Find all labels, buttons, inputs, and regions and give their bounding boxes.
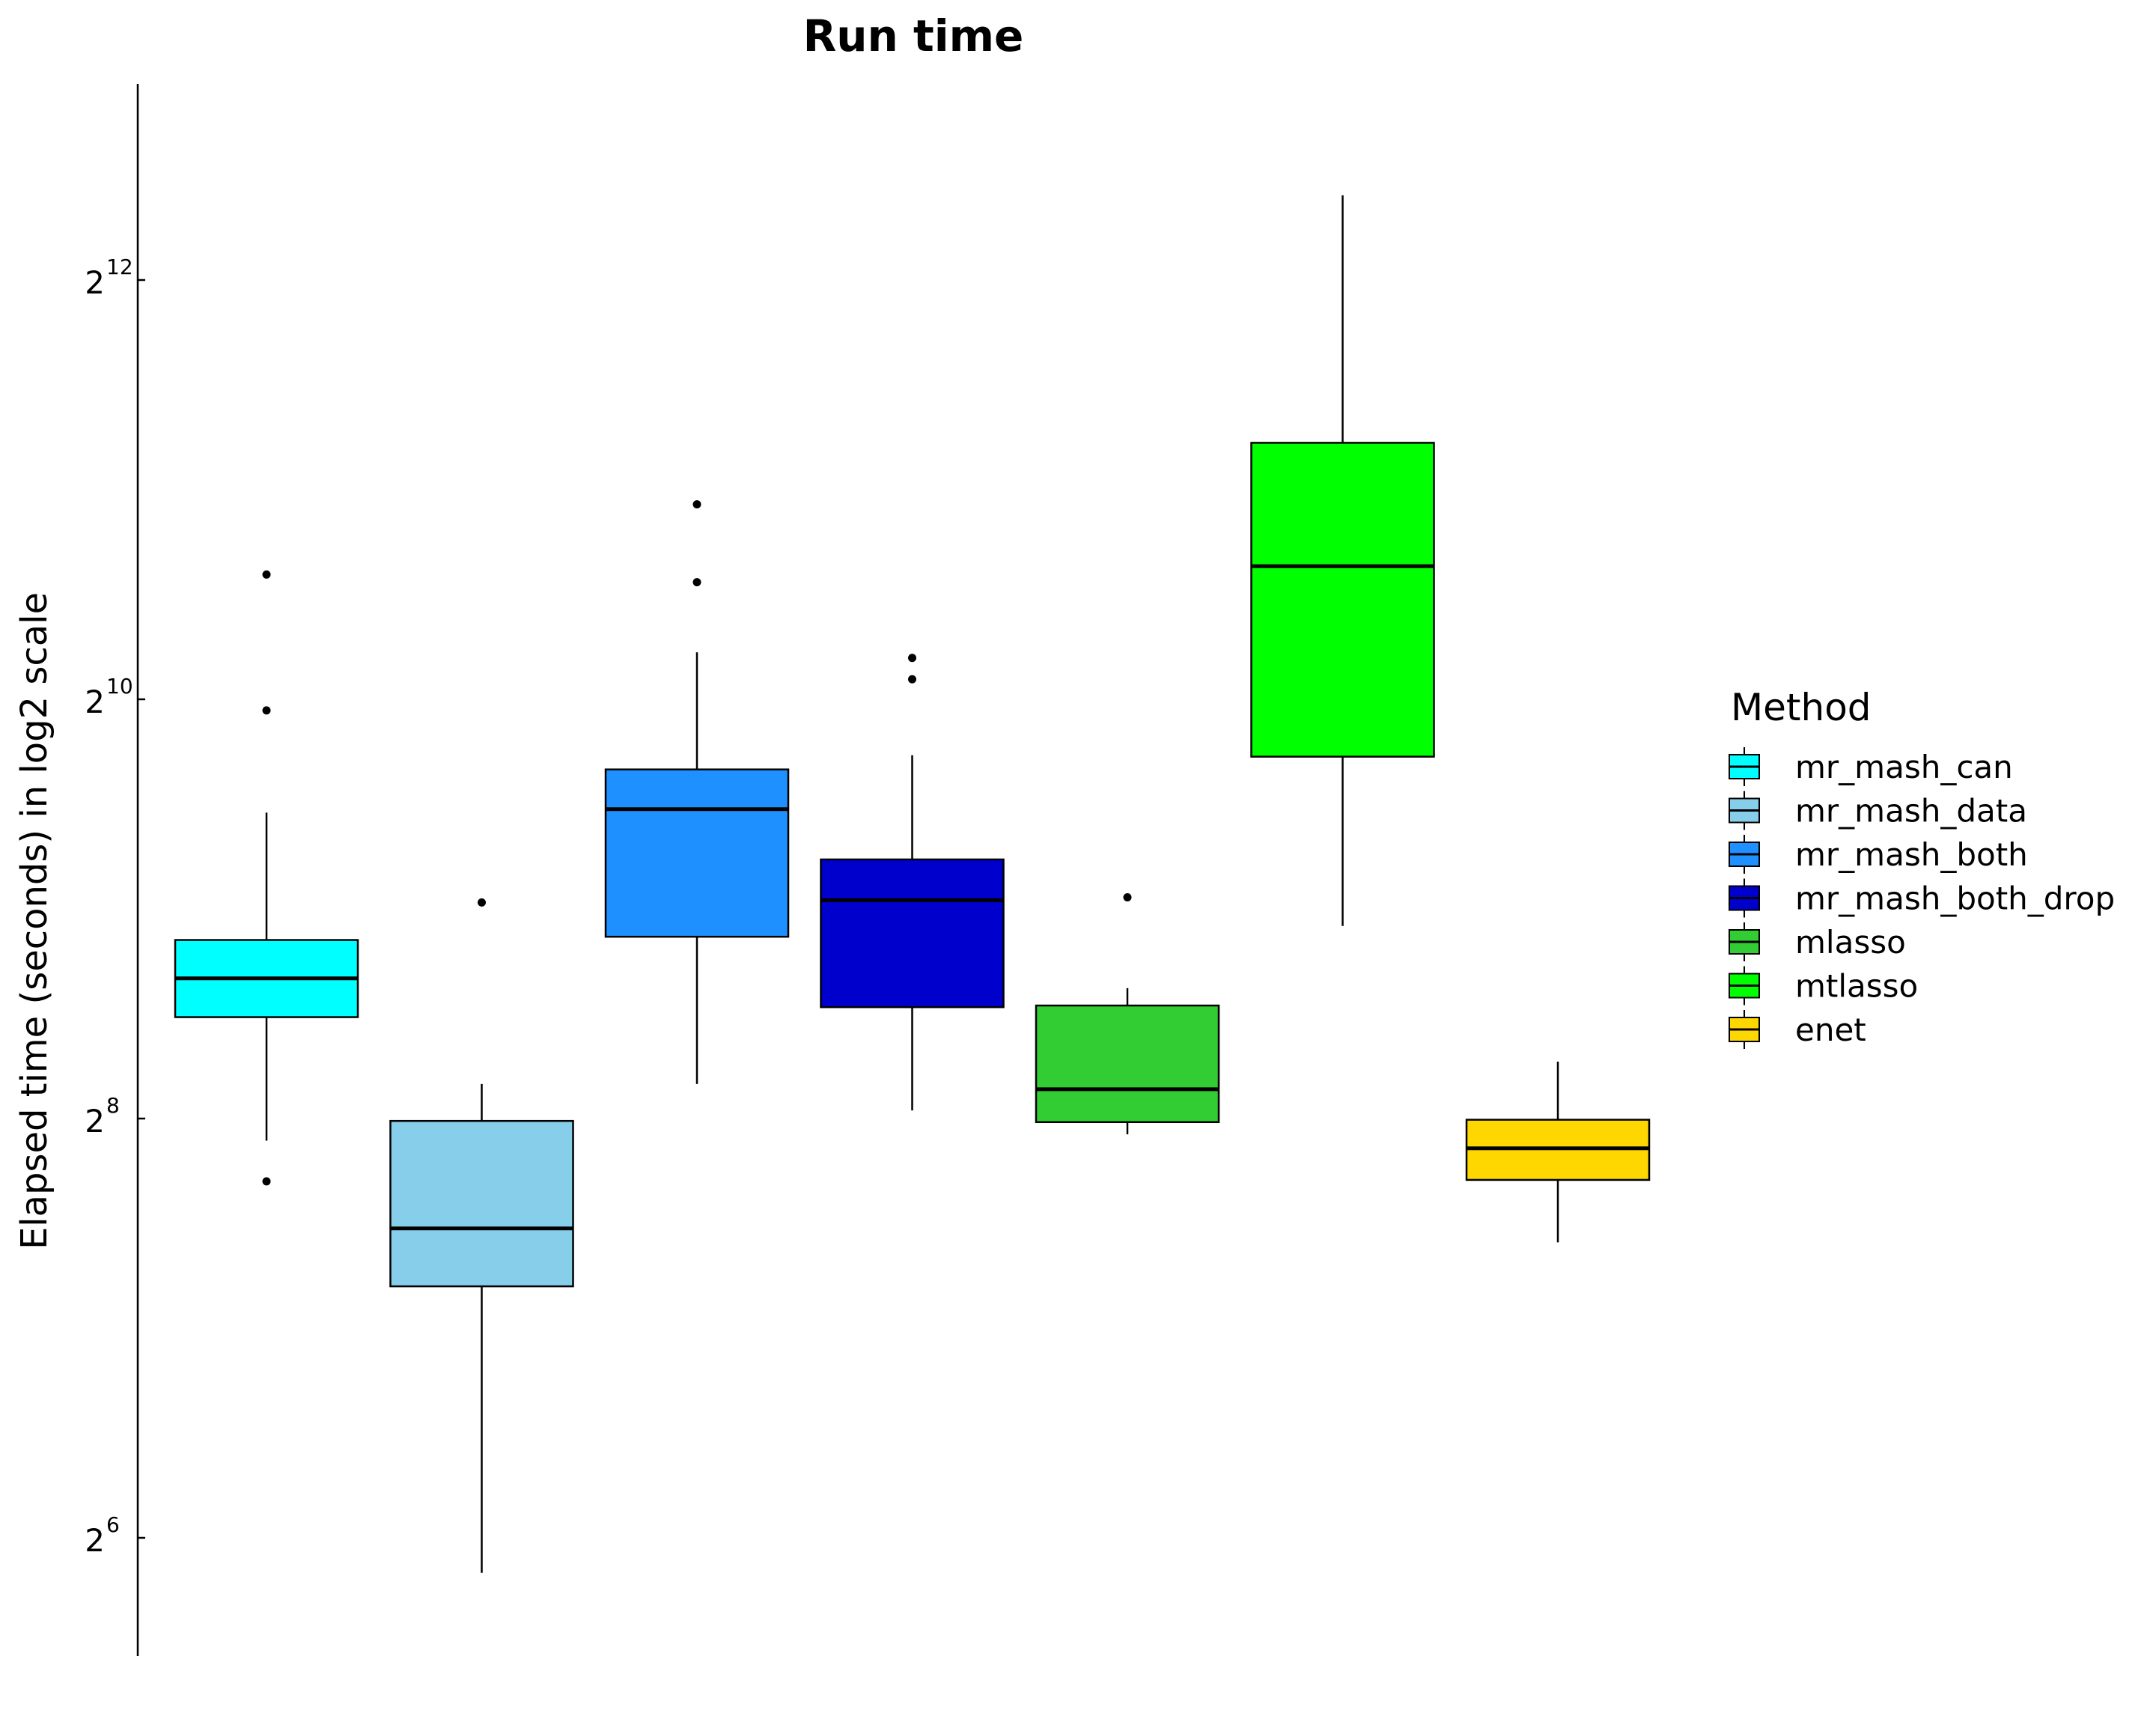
- box-mr-mash-both: [604, 500, 790, 1084]
- legend-label: mr_mash_can: [1795, 749, 2013, 785]
- y-tick-exponent: 6: [106, 1512, 120, 1537]
- legend-label: mlasso: [1795, 924, 1906, 961]
- chart-title: Run time: [803, 10, 1024, 61]
- outlier-point: [262, 706, 271, 715]
- box-mtlasso: [1250, 195, 1435, 926]
- y-tick-exponent: 8: [106, 1093, 120, 1118]
- outlier-point: [692, 500, 701, 509]
- outlier-point: [1123, 893, 1132, 902]
- box-enet: [1465, 1061, 1651, 1243]
- outlier-point: [908, 675, 916, 684]
- outlier-point: [262, 570, 271, 579]
- box-mr-mash-can: [174, 570, 359, 1186]
- outlier-point: [478, 898, 486, 907]
- y-tick-exponent: 10: [106, 674, 133, 699]
- legend-label: enet: [1795, 1011, 1866, 1048]
- outlier-point: [262, 1177, 271, 1186]
- legend-label: mtlasso: [1795, 968, 1918, 1005]
- y-tick-label: 2: [85, 1103, 105, 1140]
- legend: Method mr_mash_can mr_mash_data mr_mash_bo…: [1729, 686, 2115, 1049]
- legend-item-mlasso: mlasso: [1729, 922, 1906, 961]
- box-iqr: [1035, 1004, 1220, 1124]
- box-series-group: [174, 195, 1651, 1573]
- y-axis-label: Elapsed time (seconds) in log2 scale: [13, 592, 55, 1250]
- legend-item-mr-mash-can: mr_mash_can: [1729, 747, 2013, 786]
- legend-label: mr_mash_data: [1795, 793, 2027, 830]
- y-tick-label: 2: [85, 1522, 105, 1559]
- legend-label: mr_mash_both: [1795, 836, 2028, 873]
- y-tick-exponent: 12: [106, 255, 133, 279]
- box-mr-mash-data: [389, 898, 574, 1573]
- outlier-point: [692, 578, 701, 587]
- y-tick-label: 2: [85, 684, 105, 720]
- box-mlasso: [1035, 893, 1220, 1135]
- legend-item-enet: enet: [1729, 1010, 1866, 1049]
- box-iqr: [820, 858, 1005, 1008]
- y-tick-label: 2: [85, 264, 105, 301]
- box-iqr: [1250, 442, 1435, 758]
- box-iqr: [604, 768, 790, 938]
- outlier-point: [908, 654, 916, 663]
- box-iqr: [389, 1119, 574, 1288]
- legend-label: mr_mash_both_drop: [1795, 880, 2115, 917]
- y-axis-ticks: 2 62 82 102 12: [85, 255, 145, 1559]
- legend-title: Method: [1731, 686, 1872, 729]
- legend-item-mtlasso: mtlasso: [1729, 966, 1918, 1006]
- legend-item-mr-mash-both: mr_mash_both: [1729, 835, 2028, 874]
- box-mr-mash-both-drop: [820, 654, 1005, 1111]
- legend-item-mr-mash-both-drop: mr_mash_both_drop: [1729, 878, 2115, 918]
- legend-item-mr-mash-data: mr_mash_data: [1729, 791, 2027, 830]
